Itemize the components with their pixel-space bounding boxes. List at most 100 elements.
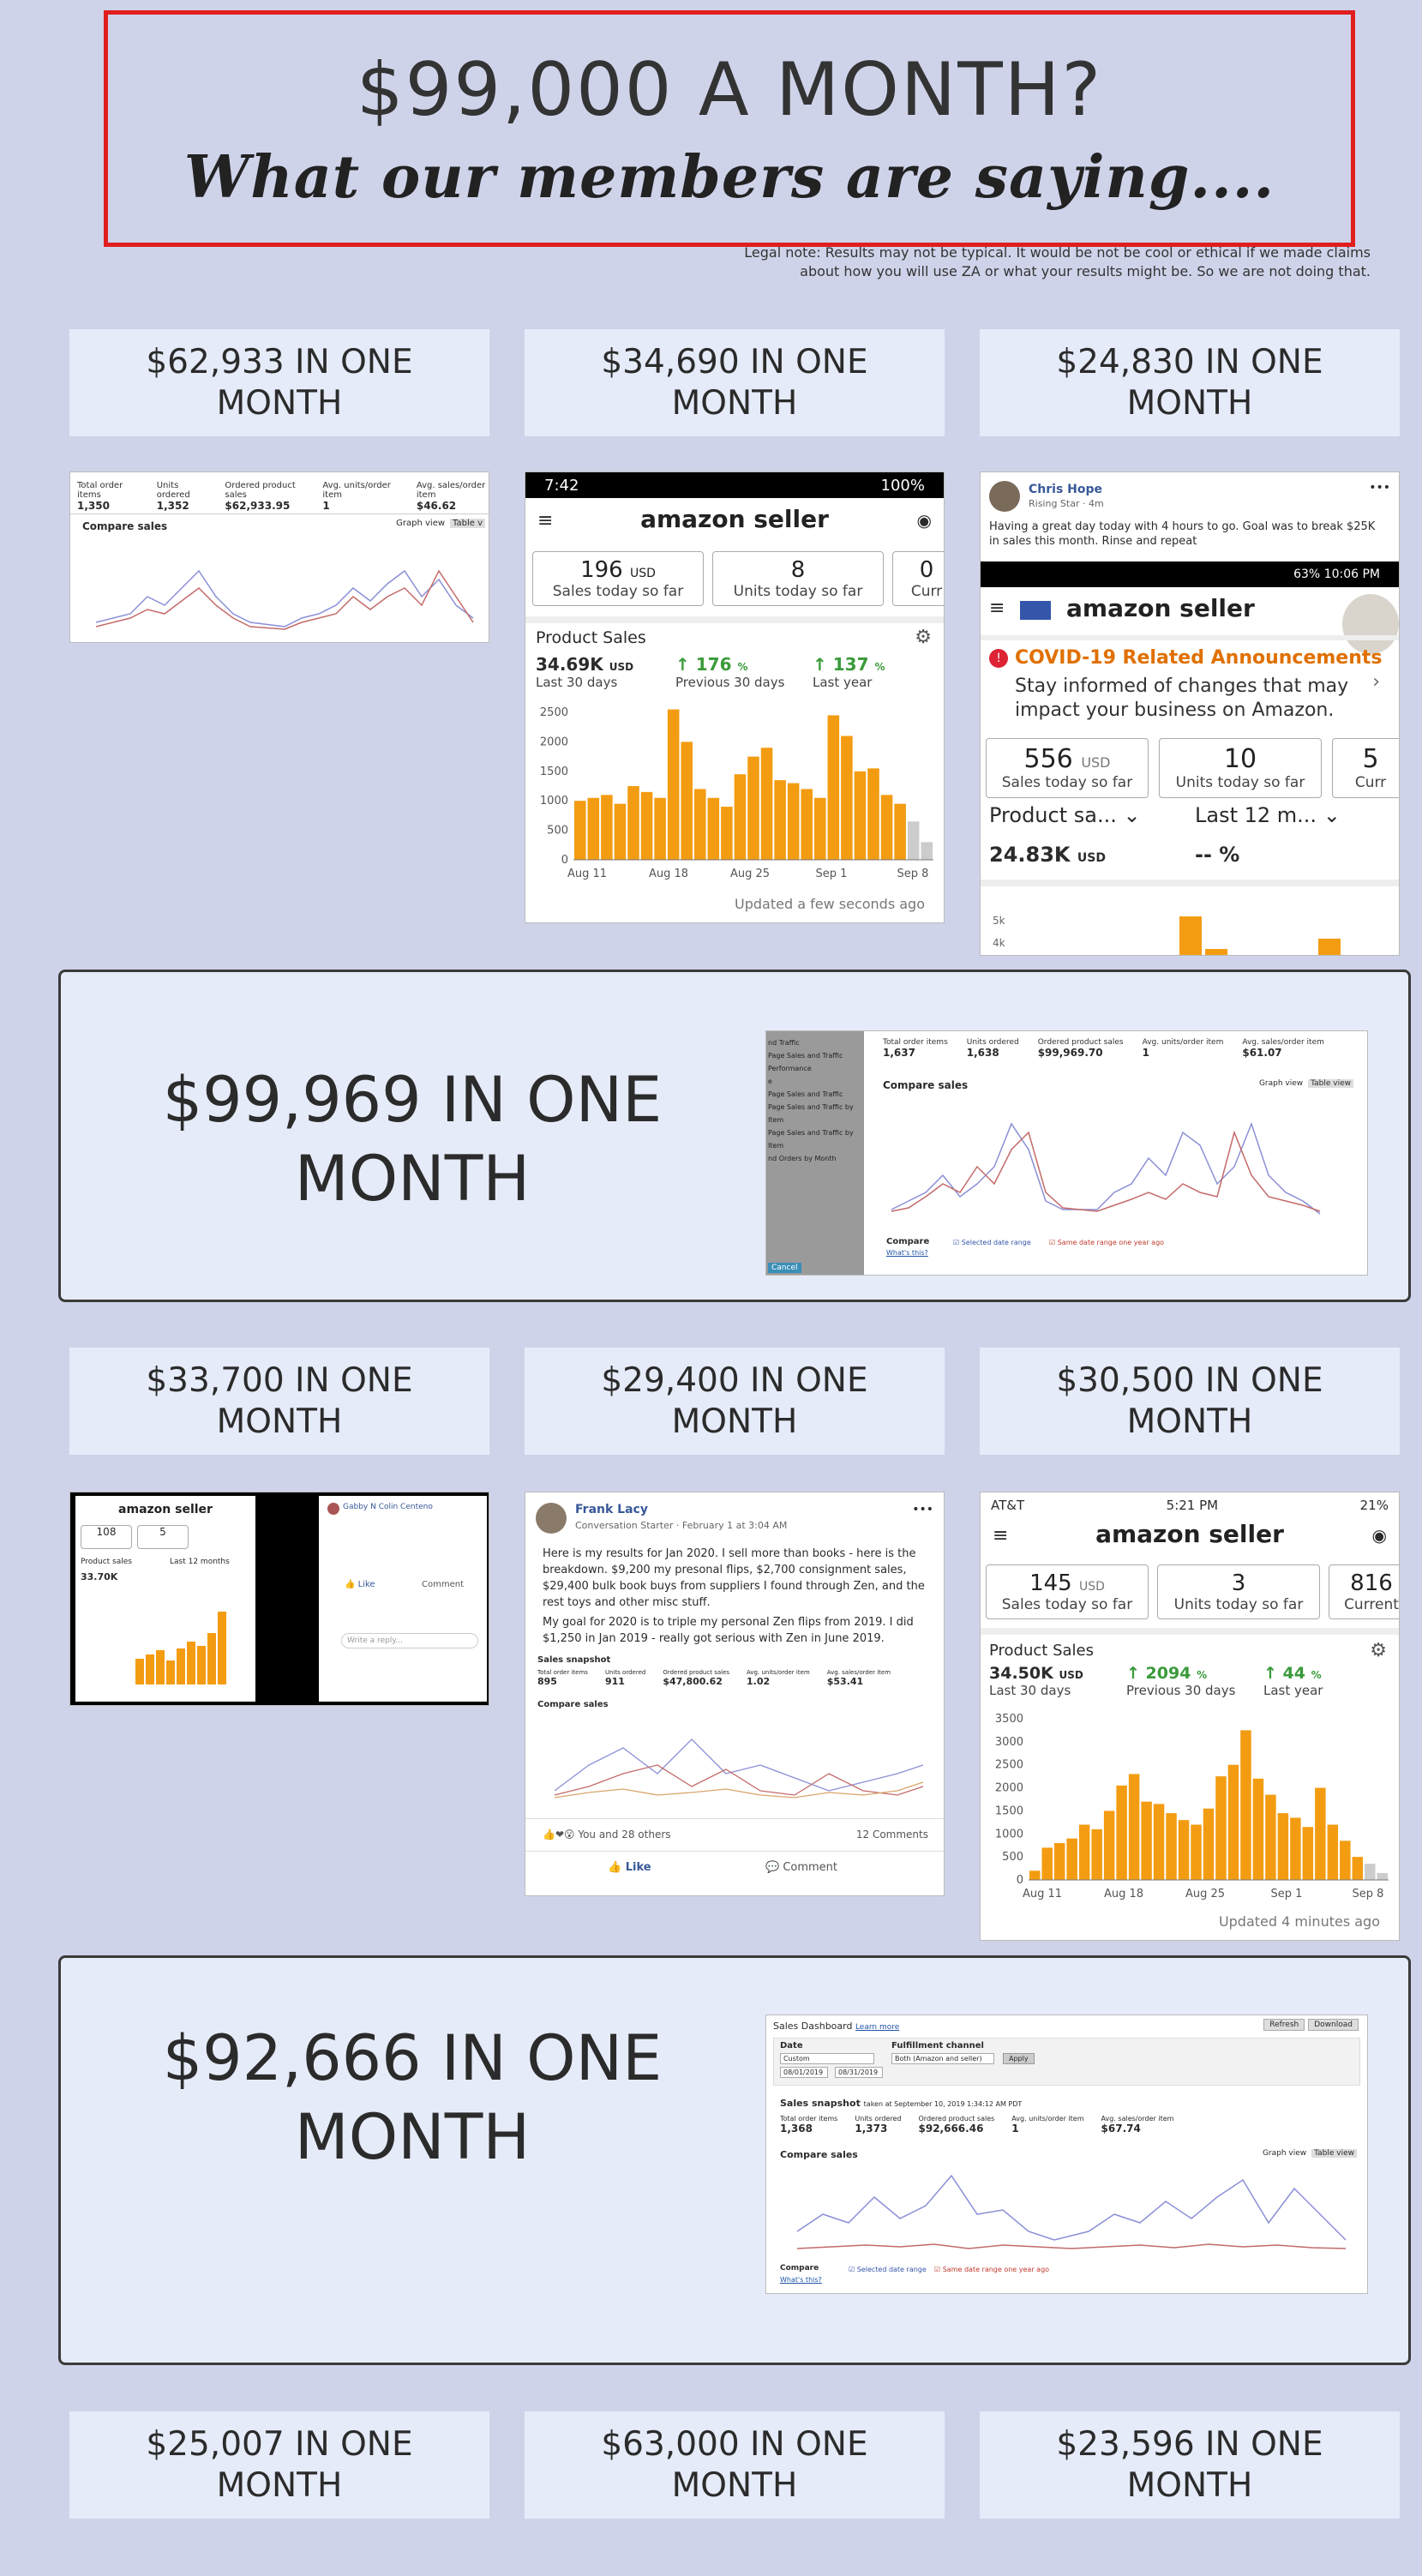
line-chart: [796, 2174, 1347, 2249]
menu-icon[interactable]: ≡: [537, 510, 554, 531]
gear-icon[interactable]: ⚙: [915, 627, 932, 648]
legend-selected[interactable]: ☑ Selected date range: [953, 1239, 1031, 1246]
table-view-button[interactable]: Table v: [450, 519, 485, 528]
amazon-seller-logo: amazon seller: [1066, 594, 1255, 622]
bar: [707, 797, 720, 860]
bar: [587, 797, 600, 860]
screenshot-business-report: nd Traffic Page Sales and Traffic Perfor…: [765, 1030, 1368, 1276]
tile-sales-today[interactable]: 556 USD Sales today so far: [986, 738, 1149, 798]
tile[interactable]: 108: [81, 1525, 132, 1549]
legend-same[interactable]: ☑ Same date range one year ago: [1049, 1239, 1165, 1246]
poster-name[interactable]: Frank Lacy: [575, 1503, 648, 1516]
y-tick-label: 0: [561, 854, 568, 867]
hero-subheadline: What our members are saying....: [183, 143, 1275, 212]
bar: [1128, 1774, 1140, 1880]
screenshot-compare-sales: Total order items 1,350 Units ordered 1,35…: [69, 471, 489, 643]
screenshot-sales-dashboard: Sales Dashboard Learn more Refresh Downl…: [765, 2015, 1368, 2294]
hero-banner: $99,000 A MONTH? What our members are sa…: [104, 10, 1355, 247]
avatar: [327, 1503, 339, 1515]
tile-sales-today[interactable]: 145 USD Sales today so far: [986, 1564, 1149, 1619]
graph-view-button[interactable]: Graph view: [1258, 1079, 1304, 1088]
tile-current[interactable]: 816 Current: [1329, 1564, 1399, 1619]
legend-same[interactable]: ☑ Same date range one year ago: [934, 2266, 1050, 2273]
reactions[interactable]: 👍❤😮 You and 28 others: [543, 1828, 671, 1840]
y-tick: 4k: [993, 937, 1005, 949]
tile-units-today[interactable]: 10 Units today so far: [1159, 738, 1322, 798]
more-icon[interactable]: •••: [1369, 481, 1390, 495]
more-icon[interactable]: •••: [912, 1503, 933, 1516]
y-tick-label: 2000: [540, 736, 568, 748]
table-view-button[interactable]: Table view: [1308, 1079, 1353, 1088]
alert-title[interactable]: COVID-19 Related Announcements: [1015, 647, 1383, 669]
refresh-button[interactable]: Refresh: [1263, 2019, 1305, 2031]
reply-input[interactable]: Write a reply...: [341, 1633, 478, 1648]
updated-note: Updated 4 minutes ago: [1218, 1913, 1380, 1930]
bar: [1191, 1824, 1202, 1880]
table-view-button[interactable]: Table view: [1311, 2149, 1357, 2158]
start-date-input[interactable]: 08/01/2019: [780, 2067, 828, 2078]
chevron-right-icon[interactable]: ›: [1372, 671, 1380, 693]
graph-view-button[interactable]: Graph view: [396, 519, 446, 528]
camera-icon[interactable]: ◉: [1371, 1525, 1387, 1546]
like-button[interactable]: 👍 Like: [345, 1580, 375, 1589]
status-bar: AT&T 5:21 PM 21%: [991, 1498, 1389, 1513]
tile-current[interactable]: 5 Curr: [1332, 738, 1399, 798]
bar: [1318, 939, 1341, 955]
tile-sales-today[interactable]: 196 USD Sales today so far: [532, 551, 704, 606]
graph-view-button[interactable]: Graph view: [1262, 2149, 1307, 2158]
download-button[interactable]: Download: [1308, 2019, 1359, 2031]
bar: [614, 803, 627, 860]
menu-icon[interactable]: ≡: [989, 597, 1005, 619]
comment-button[interactable]: 💬 Comment: [765, 1861, 838, 1874]
stat: Avg. units/order item 1: [322, 481, 391, 512]
kpi-percent: -- %: [1195, 843, 1240, 867]
end-date-input[interactable]: 08/31/2019: [835, 2067, 883, 2078]
poster-meta: Conversation Starter · February 1 at 3:0…: [575, 1520, 788, 1531]
comments-count[interactable]: 12 Comments: [855, 1828, 928, 1840]
period-dropdown[interactable]: Last 12 m... ⌄: [1195, 803, 1341, 827]
poster-name[interactable]: Chris Hope: [1029, 483, 1103, 496]
tile-units-today[interactable]: 3 Units today so far: [1157, 1564, 1320, 1619]
y-tick-label: 2000: [995, 1782, 1023, 1795]
tile[interactable]: 5: [137, 1525, 189, 1549]
tile-current[interactable]: 0 Curr: [892, 551, 944, 606]
menu-icon[interactable]: ≡: [993, 1525, 1009, 1546]
product-sales-title: Product Sales: [536, 628, 646, 647]
legend-selected[interactable]: ☑ Selected date range: [849, 2266, 927, 2273]
bar: [854, 771, 867, 860]
gear-icon[interactable]: ⚙: [1370, 1640, 1387, 1661]
kpi-last-30: 34.69K USD Last 30 days: [536, 654, 634, 690]
camera-icon[interactable]: ◉: [916, 510, 932, 531]
bar: [1041, 1847, 1053, 1880]
channel-select[interactable]: Both (Amazon and seller): [891, 2053, 994, 2064]
bar: [921, 842, 933, 860]
comment-button[interactable]: Comment: [422, 1580, 464, 1589]
x-tick-label: Sep 8: [1353, 1888, 1384, 1900]
stat: Units ordered 1,638: [966, 1038, 1019, 1059]
bar: [1141, 1801, 1152, 1880]
bar: [654, 797, 666, 860]
amazon-seller-logo: amazon seller: [640, 505, 829, 533]
whats-this-link[interactable]: What's this?: [886, 1249, 928, 1257]
tile-units-today[interactable]: 8 Units today so far: [712, 551, 884, 606]
date-select[interactable]: Custom: [780, 2053, 874, 2064]
apply-button[interactable]: Apply: [1003, 2053, 1035, 2064]
bar: [627, 786, 639, 860]
stat: Total order items 1,350: [77, 481, 123, 512]
bar: [841, 736, 853, 860]
result-label: $23,596 IN ONE MONTH: [980, 2411, 1400, 2519]
like-button[interactable]: 👍 Like: [608, 1861, 651, 1874]
x-tick-label: Aug 11: [1023, 1888, 1062, 1900]
bar: [1091, 1828, 1102, 1880]
bar: [574, 801, 586, 860]
bar: [801, 789, 813, 860]
bar: [1265, 1794, 1276, 1880]
whats-this-link[interactable]: What's this?: [780, 2276, 822, 2284]
bar: [601, 795, 613, 860]
result-label: $62,933 IN ONE MONTH: [69, 329, 489, 436]
cancel-button[interactable]: Cancel: [768, 1263, 801, 1273]
compare-heading: Compare sales: [537, 1700, 609, 1709]
compare-label: Compare: [886, 1237, 930, 1246]
bar: [681, 742, 693, 860]
product-dropdown[interactable]: Product sa... ⌄: [989, 803, 1141, 827]
